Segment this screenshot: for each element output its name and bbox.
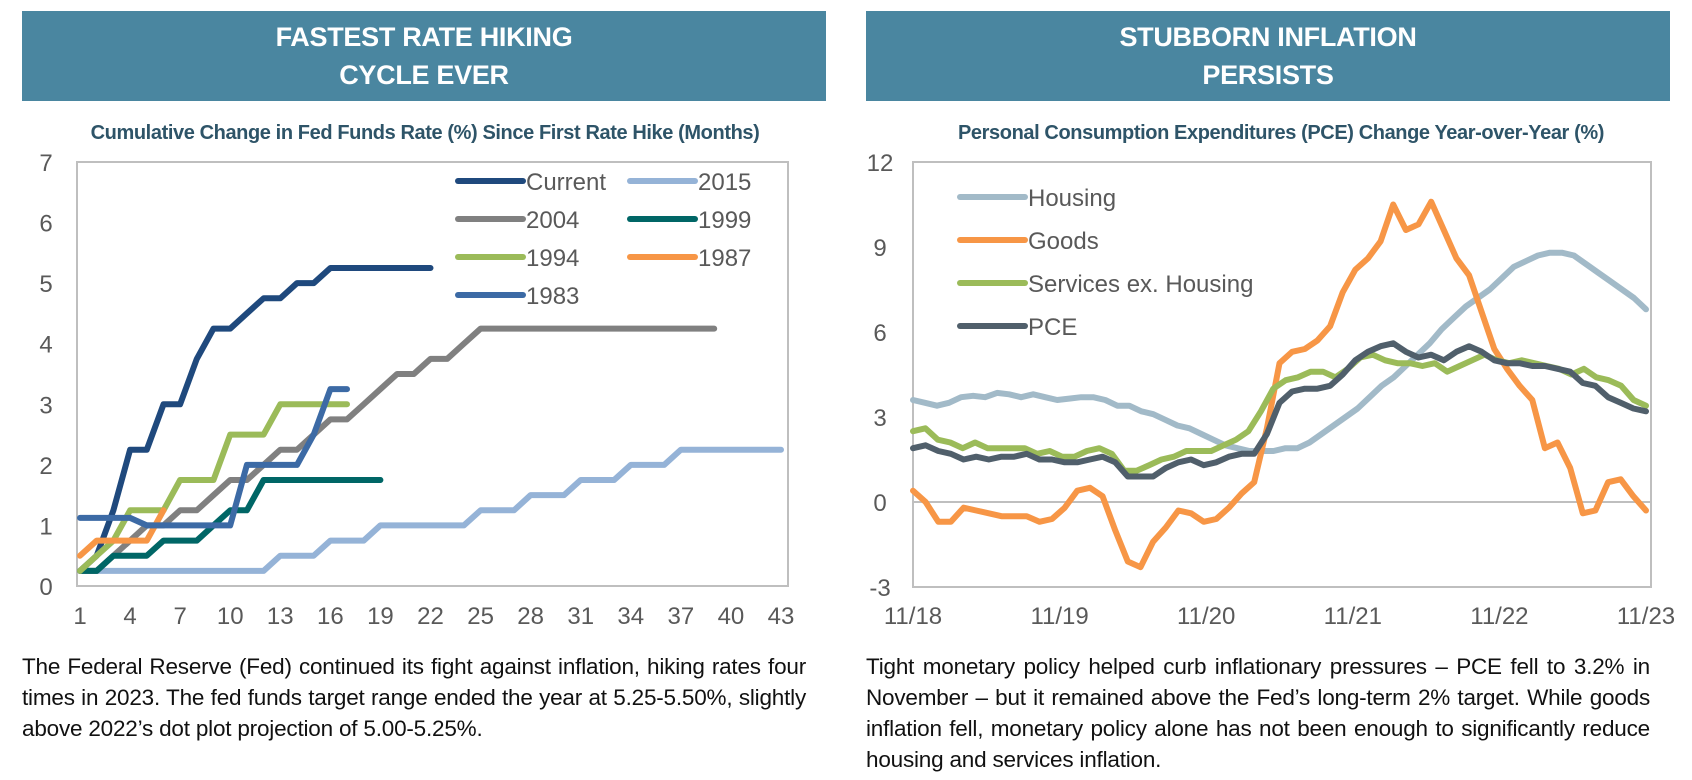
right-y-tick-label: 3 bbox=[873, 405, 886, 432]
left-panel-header: FASTEST RATE HIKING CYCLE EVER bbox=[22, 11, 826, 101]
left-x-tick-label: 4 bbox=[123, 603, 136, 630]
right-plot-frame bbox=[912, 161, 1652, 588]
left-x-tick-label: 28 bbox=[517, 603, 544, 630]
left-x-tick-label: 19 bbox=[367, 603, 394, 630]
left-y-tick-label: 7 bbox=[39, 150, 52, 177]
right-x-tick-label: 11/19 bbox=[1030, 603, 1088, 630]
left-x-tick-label: 10 bbox=[217, 603, 244, 630]
left-y-tick-label: 0 bbox=[39, 574, 52, 601]
series-line-1987 bbox=[77, 507, 167, 559]
left-x-tick-label: 34 bbox=[617, 603, 644, 630]
left-x-tick-label: 7 bbox=[173, 603, 186, 630]
right-panel-header: STUBBORN INFLATION PERSISTS bbox=[866, 11, 1670, 101]
series-line-1999 bbox=[77, 477, 384, 574]
legend-label: 1994 bbox=[526, 245, 579, 272]
left-x-tick-label: 37 bbox=[668, 603, 695, 630]
right-x-tick-label: 11/22 bbox=[1470, 603, 1528, 630]
legend-label: 2015 bbox=[698, 169, 751, 196]
left-x-tick-label: 40 bbox=[718, 603, 745, 630]
left-y-tick-label: 3 bbox=[39, 392, 52, 419]
legend-label: 1987 bbox=[698, 245, 751, 272]
legend-label: 1999 bbox=[698, 207, 751, 234]
series-line-1983 bbox=[77, 386, 350, 529]
right-y-tick-label: 12 bbox=[867, 150, 894, 177]
legend-label: Housing bbox=[1028, 185, 1116, 212]
left-x-tick-label: 1 bbox=[73, 603, 86, 630]
left-x-tick-label: 25 bbox=[467, 603, 494, 630]
series-line-2015 bbox=[77, 446, 784, 574]
left-header-line2: CYCLE EVER bbox=[339, 60, 509, 90]
legend-label: PCE bbox=[1028, 314, 1077, 341]
legend-label: Services ex. Housing bbox=[1028, 271, 1253, 298]
series-line-pce bbox=[910, 340, 1649, 480]
right-x-tick-label: 11/20 bbox=[1177, 603, 1235, 630]
right-header-line2: PERSISTS bbox=[1202, 60, 1334, 90]
left-plot-frame bbox=[76, 161, 789, 587]
left-y-tick-label: 1 bbox=[39, 513, 52, 540]
left-x-tick-label: 31 bbox=[567, 603, 594, 630]
right-y-tick-label: 0 bbox=[873, 490, 886, 517]
left-header-line1: FASTEST RATE HIKING bbox=[275, 22, 573, 52]
left-chart-title: Cumulative Change in Fed Funds Rate (%) … bbox=[90, 122, 760, 144]
left-y-tick-label: 4 bbox=[39, 332, 52, 359]
left-y-tick-label: 2 bbox=[39, 453, 52, 480]
legend-label: 1983 bbox=[526, 283, 579, 310]
legend-label: Goods bbox=[1028, 228, 1099, 255]
left-x-tick-label: 16 bbox=[317, 603, 344, 630]
right-y-tick-label: 9 bbox=[873, 235, 886, 262]
series-line-services-ex-housing bbox=[910, 351, 1649, 474]
left-x-tick-label: 22 bbox=[417, 603, 444, 630]
right-y-tick-label: -3 bbox=[869, 575, 890, 602]
left-x-tick-label: 13 bbox=[267, 603, 294, 630]
legend-label: 2004 bbox=[526, 207, 579, 234]
left-y-tick-label: 6 bbox=[39, 211, 52, 238]
right-y-tick-label: 6 bbox=[873, 320, 886, 347]
series-line-housing bbox=[910, 249, 1649, 454]
series-line-goods bbox=[910, 198, 1649, 571]
right-header-line1: STUBBORN INFLATION bbox=[1119, 22, 1417, 52]
right-panel-description: Tight monetary policy helped curb inflat… bbox=[866, 654, 1650, 772]
left-y-tick-label: 5 bbox=[39, 271, 52, 298]
series-line-2004 bbox=[77, 325, 718, 574]
right-x-tick-label: 11/18 bbox=[884, 603, 942, 630]
right-x-tick-label: 11/21 bbox=[1324, 603, 1382, 630]
left-x-tick-label: 43 bbox=[768, 603, 795, 630]
right-x-tick-label: 11/23 bbox=[1617, 603, 1675, 630]
series-line-current bbox=[77, 265, 434, 574]
left-panel-description: The Federal Reserve (Fed) continued its … bbox=[22, 654, 806, 741]
right-chart-title: Personal Consumption Expenditures (PCE) … bbox=[957, 122, 1604, 144]
legend-label: Current bbox=[526, 169, 606, 196]
